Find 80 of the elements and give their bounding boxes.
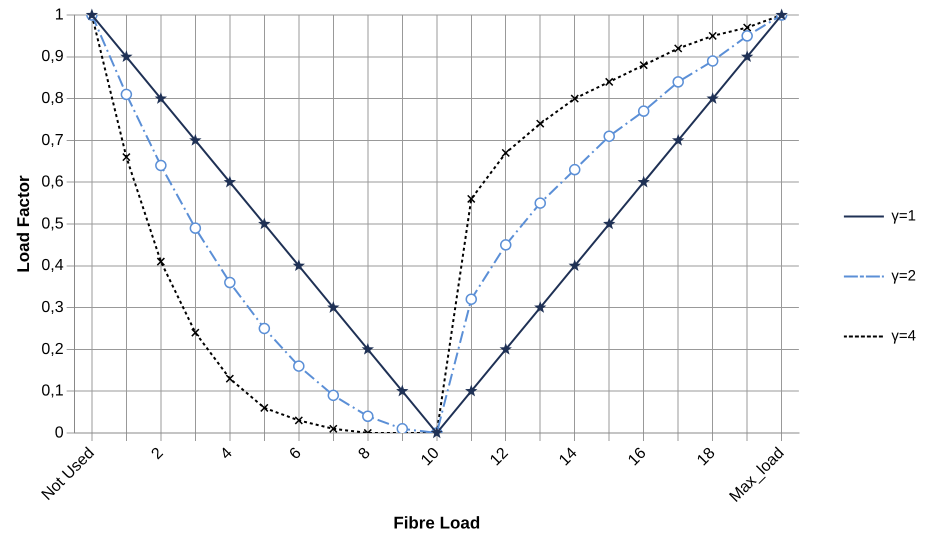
point xyxy=(120,88,132,100)
x-tick-label: 8 xyxy=(355,444,374,463)
point xyxy=(706,92,719,104)
y-tick-label: 0,1 xyxy=(41,382,64,400)
point xyxy=(466,194,476,204)
point xyxy=(430,426,443,438)
x-tick-label: 12 xyxy=(487,444,512,470)
point xyxy=(500,239,512,251)
point xyxy=(536,119,545,128)
x-tick-label: 6 xyxy=(286,444,305,463)
point xyxy=(189,134,202,146)
point xyxy=(122,152,131,162)
y-tick-label: 0,9 xyxy=(41,48,64,66)
y-tick-label: 0,4 xyxy=(41,257,64,274)
point xyxy=(706,55,718,67)
legend-label: γ=4 xyxy=(891,328,916,345)
x-tick-label: 14 xyxy=(556,444,581,470)
x-tick-label: 10 xyxy=(418,444,443,470)
x-tick-label: 2 xyxy=(148,444,167,463)
point xyxy=(775,8,788,20)
point xyxy=(465,384,478,396)
point xyxy=(224,276,236,288)
y-tick-label: 1 xyxy=(54,6,64,24)
point xyxy=(534,301,546,313)
point xyxy=(740,50,754,62)
y-tick-label: 0,2 xyxy=(41,340,64,358)
point xyxy=(639,60,648,70)
point xyxy=(224,176,236,188)
y-axis-title: Load Factor xyxy=(14,174,33,273)
point xyxy=(258,217,271,230)
point xyxy=(742,23,752,32)
point xyxy=(708,32,717,40)
point xyxy=(226,374,234,383)
point xyxy=(156,257,166,266)
point xyxy=(328,390,340,402)
point xyxy=(466,293,478,305)
point xyxy=(329,424,338,433)
point xyxy=(534,197,546,209)
point xyxy=(568,164,580,176)
x-axis-title: Fibre Load xyxy=(393,513,480,532)
legend-label: γ=1 xyxy=(891,208,916,225)
y-tick-label: 0,8 xyxy=(41,90,64,107)
y-tick-label: 0,7 xyxy=(41,132,64,149)
point xyxy=(258,322,270,334)
point xyxy=(672,76,684,88)
point xyxy=(672,134,684,146)
y-tick-label: 0,3 xyxy=(41,298,64,316)
point xyxy=(190,222,202,234)
point xyxy=(260,404,269,412)
y-tick-label: 0,6 xyxy=(41,174,64,191)
x-tick-label: 16 xyxy=(625,444,650,470)
x-tick-label: 4 xyxy=(217,444,236,463)
point xyxy=(362,342,374,355)
point xyxy=(638,176,650,188)
point xyxy=(638,105,650,117)
point xyxy=(120,50,133,62)
legend-label: γ=2 xyxy=(891,268,916,285)
point xyxy=(362,410,374,422)
point xyxy=(86,8,98,20)
point xyxy=(604,78,614,86)
point xyxy=(500,342,512,355)
point xyxy=(396,423,408,433)
point xyxy=(191,328,200,337)
point xyxy=(396,384,408,396)
x-tick-label: 18 xyxy=(694,444,719,470)
point xyxy=(154,92,168,104)
y-tick-label: 0 xyxy=(54,424,64,442)
point xyxy=(570,94,580,103)
point xyxy=(741,30,753,42)
y-tick-label: 0,5 xyxy=(41,215,64,232)
point xyxy=(603,217,616,230)
point xyxy=(294,416,304,425)
point xyxy=(155,160,167,172)
point xyxy=(501,148,510,158)
point xyxy=(327,301,340,313)
point xyxy=(292,259,305,272)
point xyxy=(293,360,305,372)
point xyxy=(603,130,615,142)
point xyxy=(674,44,682,53)
point xyxy=(568,259,581,272)
